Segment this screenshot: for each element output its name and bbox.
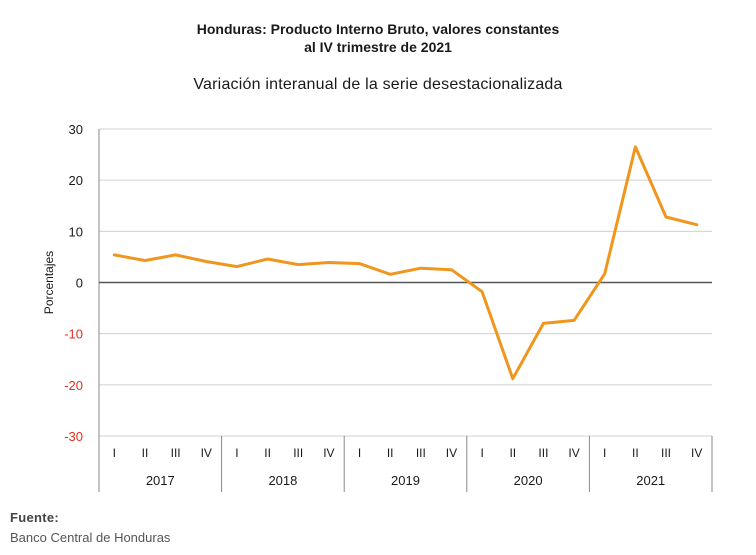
y-tick-label: 20 [69, 173, 83, 188]
y-tick-label: 10 [69, 224, 83, 239]
quarter-tick-label: III [293, 446, 303, 460]
quarter-tick-label: IV [201, 446, 212, 460]
quarter-tick-label: II [142, 446, 149, 460]
quarter-tick-label: IV [323, 446, 334, 460]
series-line [112, 145, 699, 381]
quarter-tick-label: IV [446, 446, 457, 460]
chart-title-line1: Honduras: Producto Interno Bruto, valore… [196, 21, 560, 37]
y-tick-label: 30 [69, 122, 83, 137]
quarter-tick-label: I [603, 446, 606, 460]
y-tick-label: 0 [76, 276, 83, 291]
quarter-tick-label: III [538, 446, 548, 460]
quarter-tick-label: I [235, 446, 238, 460]
quarter-tick-label: II [509, 446, 516, 460]
quarter-tick-label: III [416, 446, 426, 460]
quarter-tick-label: I [113, 446, 116, 460]
source-text: Banco Central de Honduras [10, 530, 171, 545]
quarter-tick-label: II [632, 446, 639, 460]
quarter-tick-label: II [387, 446, 394, 460]
chart-subtitle: Variación interanual de la serie desesta… [193, 76, 563, 93]
y-tick-label: -10 [64, 327, 83, 342]
year-label: 2019 [391, 473, 420, 488]
quarter-tick-label: III [171, 446, 181, 460]
y-tick-label: -30 [64, 429, 83, 444]
source-label: Fuente: [10, 510, 60, 525]
chart-title-line2: al IV trimestre de 2021 [304, 39, 452, 55]
quarter-tick-label: II [264, 446, 271, 460]
quarter-tick-label: III [661, 446, 671, 460]
quarter-tick-label: IV [568, 446, 579, 460]
year-label: 2020 [514, 473, 543, 488]
quarter-tick-label: IV [691, 446, 702, 460]
quarter-tick-label: I [480, 446, 483, 460]
year-label: 2021 [636, 473, 665, 488]
y-tick-label: -20 [64, 378, 83, 393]
year-label: 2017 [146, 473, 175, 488]
y-axis-label: Porcentajes [42, 251, 56, 314]
quarter-tick-label: I [358, 446, 361, 460]
year-label: 2018 [268, 473, 297, 488]
